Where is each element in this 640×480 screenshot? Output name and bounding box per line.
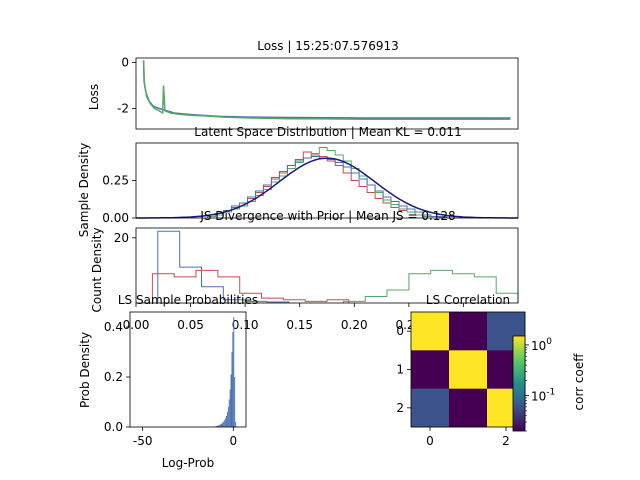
logprob-bar bbox=[221, 423, 223, 428]
js-xtick-label: 0.05 bbox=[177, 318, 204, 332]
logprob-bar bbox=[235, 422, 237, 427]
js-xtick-label: 0.20 bbox=[341, 318, 368, 332]
loss-ytick-label: -2 bbox=[117, 101, 129, 115]
corr-cell bbox=[449, 388, 488, 428]
colorbar-gradient bbox=[512, 335, 526, 432]
corr-cell bbox=[449, 350, 488, 389]
logprob-ylabel: Prob Density bbox=[78, 332, 92, 408]
colorbar: 100 10-1 bbox=[512, 335, 555, 432]
logprob-chart: -50 0 0.0 0.2 0.4 LS Sample Probabilities Pr… bbox=[78, 293, 258, 470]
colorbar-tick-label: 100 bbox=[531, 337, 552, 353]
logprob-bar bbox=[226, 415, 227, 428]
latent-ytick-label: 0.25 bbox=[102, 174, 129, 188]
logprob-axes-frame bbox=[129, 311, 247, 428]
logprob-bar bbox=[222, 422, 224, 427]
logprob-bar bbox=[217, 425, 219, 427]
logprob-title: LS Sample Probabilities bbox=[118, 293, 258, 307]
logprob-bar bbox=[227, 407, 229, 427]
js-xtick-label: 0.15 bbox=[286, 318, 313, 332]
logprob-ytick-label: 0.4 bbox=[104, 320, 123, 334]
latent-ylabel: Sample Density bbox=[77, 143, 91, 237]
latent-prior-curve bbox=[136, 157, 518, 219]
logprob-bar bbox=[232, 332, 234, 427]
logprob-bar bbox=[233, 317, 235, 427]
latent-axes-frame bbox=[135, 142, 519, 219]
colorbar-label: corr coeff bbox=[572, 353, 586, 411]
js-hist-1 bbox=[151, 269, 350, 303]
corr-title: LS Correlation bbox=[426, 293, 510, 307]
js-title: JS Divergence with Prior | Mean JS = 0.1… bbox=[199, 209, 455, 223]
latent-ytick-label: 0.00 bbox=[102, 211, 129, 225]
corr-cell bbox=[411, 350, 450, 389]
corr-cell bbox=[449, 312, 488, 351]
logprob-bar bbox=[217, 425, 218, 428]
logprob-bar bbox=[231, 352, 233, 427]
corr-xtick-label: 0 bbox=[426, 434, 434, 448]
logprob-xtick-label: -50 bbox=[133, 434, 153, 448]
loss-chart: Loss | 15:25:07.576913 Loss 0 -2 bbox=[87, 39, 519, 130]
logprob-bar bbox=[226, 412, 228, 427]
js-hist-0 bbox=[157, 230, 290, 303]
logprob-bar bbox=[230, 374, 232, 427]
js-axes-frame bbox=[135, 227, 519, 304]
js-xtick-label: 0.10 bbox=[232, 318, 259, 332]
logprob-bar bbox=[234, 377, 236, 427]
latent-chart: 0.00 0.25 Latent Space Distribution | Mea… bbox=[77, 125, 519, 237]
logprob-bar bbox=[220, 424, 222, 427]
js-ytick-label: 20 bbox=[114, 231, 129, 245]
logprob-bar bbox=[224, 420, 226, 427]
logprob-ytick-label: 0.0 bbox=[104, 420, 123, 434]
loss-ylabel: Loss bbox=[87, 84, 101, 110]
logprob-bar bbox=[219, 424, 221, 427]
corr-xtick-label: 2 bbox=[502, 434, 510, 448]
loss-series-line-1 bbox=[142, 61, 511, 120]
corr-cell bbox=[411, 388, 450, 428]
logprob-xlabel: Log-Prob bbox=[162, 456, 214, 470]
corr-ytick-label: 0 bbox=[396, 324, 404, 338]
loss-ytick-label: 0 bbox=[121, 56, 129, 70]
corr-ytick-label: 2 bbox=[396, 401, 404, 415]
logprob-xtick-label: 0 bbox=[229, 434, 237, 448]
corr-chart: 0 2 0 1 2 LS Correlation 100 10-1 corr coeff bbox=[396, 293, 586, 448]
colorbar-tick-label: 10-1 bbox=[531, 388, 555, 404]
js-ylabel: Count Density bbox=[90, 227, 104, 312]
logprob-bar bbox=[218, 425, 220, 427]
latent-title: Latent Space Distribution | Mean KL = 0.… bbox=[194, 125, 461, 139]
logprob-bar bbox=[225, 418, 227, 428]
js-xtick-label: 0.00 bbox=[123, 318, 150, 332]
corr-ytick-label: 1 bbox=[396, 363, 404, 377]
logprob-bar bbox=[216, 426, 217, 427]
corr-cell bbox=[411, 312, 450, 351]
js-hist-2 bbox=[342, 269, 519, 303]
loss-title: Loss | 15:25:07.576913 bbox=[257, 39, 399, 53]
loss-axes-frame bbox=[135, 57, 519, 130]
logprob-bar bbox=[229, 389, 231, 427]
logprob-bar bbox=[228, 399, 230, 427]
logprob-ytick-label: 0.2 bbox=[104, 370, 123, 384]
logprob-bar bbox=[223, 421, 225, 427]
